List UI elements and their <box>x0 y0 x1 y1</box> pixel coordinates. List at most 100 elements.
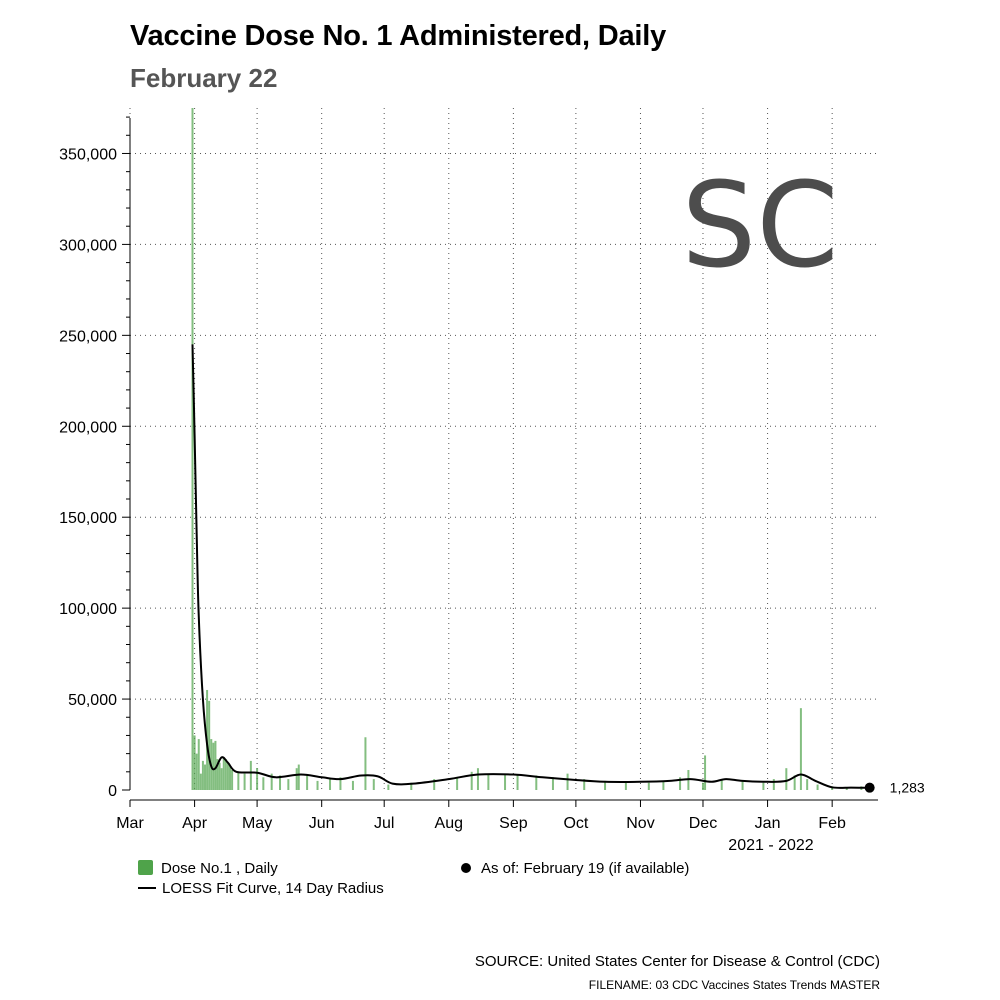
daily-bar <box>256 768 259 790</box>
daily-bar <box>222 757 225 790</box>
daily-bar <box>204 764 207 790</box>
daily-bar <box>624 782 627 790</box>
daily-bar <box>604 780 607 790</box>
daily-bar <box>662 780 665 790</box>
daily-bar <box>249 760 252 790</box>
daily-bar <box>720 779 723 790</box>
daily-bar <box>364 737 367 790</box>
daily-bar <box>387 784 390 790</box>
daily-bar <box>270 773 273 790</box>
daily-bar <box>220 768 223 790</box>
last-point-marker <box>864 782 875 793</box>
y-tick-label: 350,000 <box>59 146 117 163</box>
daily-bar <box>772 779 775 790</box>
daily-bar <box>316 780 319 790</box>
daily-bar <box>208 700 211 790</box>
daily-bar <box>237 771 240 790</box>
loess-curve <box>191 344 870 789</box>
daily-bar <box>191 108 194 790</box>
daily-bar <box>231 769 234 790</box>
daily-bar <box>201 760 204 790</box>
daily-bar <box>799 708 802 790</box>
y-tick-label: 0 <box>108 783 117 800</box>
daily-bar <box>806 779 809 790</box>
daily-bar <box>329 779 332 790</box>
daily-bar <box>679 777 682 790</box>
x-tick-label: Dec <box>689 815 717 832</box>
y-tick-label: 200,000 <box>59 419 117 436</box>
daily-bar <box>279 775 282 790</box>
legend-dot-label: As of: February 19 (if available) <box>481 860 690 877</box>
daily-bar <box>704 755 707 790</box>
state-watermark: SC <box>681 156 838 294</box>
daily-bar <box>306 775 309 790</box>
daily-bar <box>197 739 200 790</box>
daily-bar <box>516 775 519 790</box>
y-tick-label: 250,000 <box>59 328 117 345</box>
daily-bar <box>476 768 479 790</box>
daily-bar <box>816 784 819 790</box>
daily-bar <box>433 779 436 790</box>
bar-swatch-icon <box>138 860 153 875</box>
daily-bar <box>229 766 232 790</box>
daily-bar <box>372 779 375 790</box>
line-swatch-icon <box>138 887 156 889</box>
daily-bar <box>218 762 221 790</box>
daily-bar <box>487 773 490 790</box>
legend-curve-label: LOESS Fit Curve, 14 Day Radius <box>162 880 384 897</box>
daily-bar <box>410 782 413 790</box>
x-tick-label: Jul <box>374 815 394 832</box>
daily-bar <box>535 775 538 790</box>
daily-bar <box>647 782 650 790</box>
daily-bar <box>212 742 215 790</box>
daily-bar <box>243 773 246 790</box>
last-point-label: 1,283 <box>890 780 925 796</box>
y-axis-ticks: 0 50,000 100,000 150,000 200,000 250,000 300,0… <box>59 116 130 800</box>
daily-bar <box>470 771 473 790</box>
daily-bar <box>262 777 265 790</box>
daily-bar <box>195 753 198 790</box>
daily-bar <box>456 777 459 790</box>
legend-dot: As of: February 19 (if available) <box>461 860 689 877</box>
x-tick-label: May <box>242 815 272 832</box>
x-tick-label: Nov <box>626 815 654 832</box>
year-range-label: 2021 - 2022 <box>728 837 814 854</box>
x-tick-label: Apr <box>182 815 208 832</box>
x-tick-label: Feb <box>818 815 846 832</box>
daily-bar <box>297 764 300 790</box>
daily-bar <box>193 735 196 790</box>
daily-bar <box>214 740 217 790</box>
daily-bar <box>504 773 507 790</box>
daily-bar <box>339 777 342 790</box>
daily-bar <box>216 759 219 790</box>
daily-bar <box>226 762 229 790</box>
x-tick-label: Mar <box>116 815 144 832</box>
daily-bar <box>762 782 765 790</box>
daily-bar <box>793 775 796 790</box>
axes <box>129 118 878 801</box>
daily-bar <box>741 780 744 790</box>
daily-bar <box>287 779 290 790</box>
chart-title: Vaccine Dose No. 1 Administered, Daily <box>130 20 667 52</box>
y-tick-label: 300,000 <box>59 237 117 254</box>
filename-note: FILENAME: 03 CDC Vaccines States Trends … <box>588 978 880 992</box>
daily-bar <box>351 780 354 790</box>
y-tick-label: 50,000 <box>68 692 117 709</box>
daily-bar <box>199 773 202 790</box>
chart-subtitle: February 22 <box>130 63 278 93</box>
daily-bar <box>701 782 704 790</box>
x-tick-label: Aug <box>435 815 463 832</box>
daily-bar <box>295 768 298 790</box>
x-tick-label: Sep <box>499 815 528 832</box>
x-tick-label: Jan <box>755 815 781 832</box>
x-tick-label: Jun <box>309 815 335 832</box>
daily-bar <box>551 777 554 790</box>
legend-bars: Dose No.1 , Daily <box>138 860 278 877</box>
x-tick-label: Oct <box>563 815 588 832</box>
daily-bar <box>566 773 569 790</box>
legend-curve: LOESS Fit Curve, 14 Day Radius <box>138 880 384 897</box>
y-tick-label: 100,000 <box>59 601 117 618</box>
source-note: SOURCE: United States Center for Disease… <box>474 953 880 970</box>
x-axis-ticks: Mar Apr May Jun Jul Aug Sep Oct Nov Dec Jan Feb <box>116 800 846 832</box>
